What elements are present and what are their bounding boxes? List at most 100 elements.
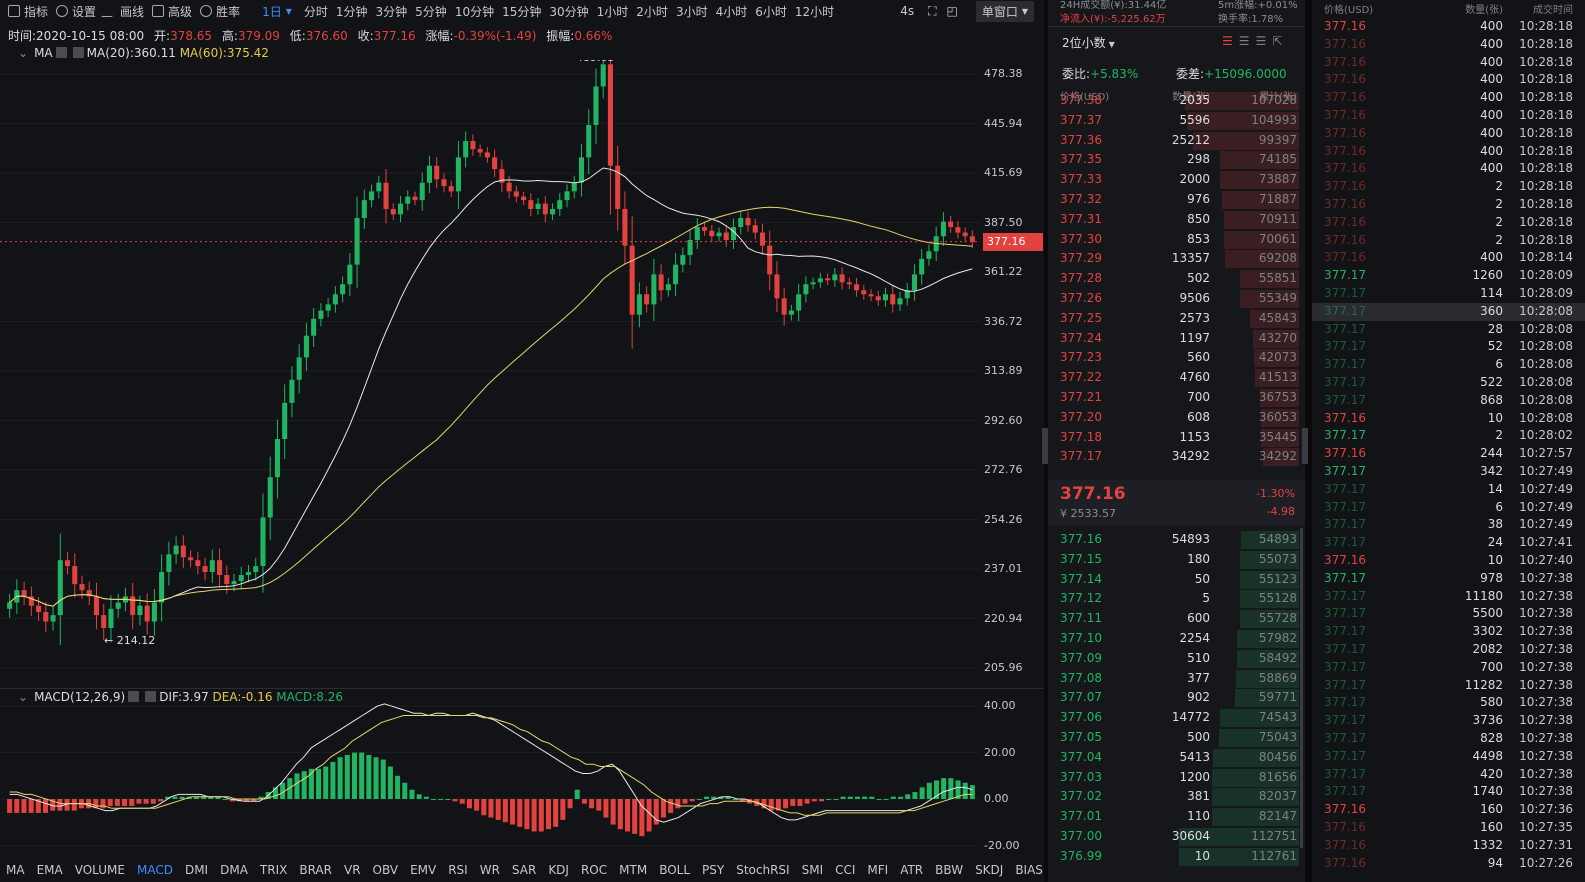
interval-10[interactable]: 4小时 — [715, 4, 748, 19]
interval-dropdown[interactable]: 1日 ▼ — [262, 3, 292, 20]
ask-row[interactable]: 377.22 4760 41513 — [1048, 368, 1305, 388]
bid-row[interactable]: 377.16 54893 54893 — [1048, 530, 1305, 550]
interval-3[interactable]: 5分钟 — [415, 4, 447, 19]
bid-row[interactable]: 377.04 5413 80456 — [1048, 748, 1305, 768]
bid-row[interactable]: 377.14 50 55123 — [1048, 570, 1305, 590]
indicator-tab-dmi[interactable]: DMI — [184, 862, 209, 877]
bid-row[interactable]: 377.15 180 55073 — [1048, 550, 1305, 570]
interval-1[interactable]: 1分钟 — [335, 4, 368, 19]
asks-only-icon[interactable]: ☰ — [1238, 34, 1250, 48]
indicator-tab-psy[interactable]: PSY — [702, 862, 725, 877]
bid-row[interactable]: 377.08 377 58869 — [1048, 669, 1305, 689]
indicator-tab-kdj[interactable]: KDJ — [548, 862, 569, 877]
refresh-rate[interactable]: 4s — [900, 4, 915, 18]
indicator-tab-smi[interactable]: SMI — [801, 862, 824, 877]
settings-icon[interactable] — [55, 47, 67, 58]
bid-row[interactable]: 377.05 500 75043 — [1048, 728, 1305, 748]
indicator-tab-macd[interactable]: MACD — [136, 862, 173, 877]
indicator-tab-boll[interactable]: BOLL — [659, 862, 691, 877]
ask-row[interactable]: 377.24 1197 43270 — [1048, 329, 1305, 349]
indicator-tab-trix[interactable]: TRIX — [259, 862, 288, 877]
bid-row[interactable]: 376.99 10 112761 — [1048, 847, 1305, 867]
interval-5[interactable]: 15分钟 — [502, 4, 542, 19]
ask-row[interactable]: 377.20 608 36053 — [1048, 408, 1305, 428]
close-icon[interactable] — [72, 47, 84, 58]
splitter[interactable] — [1305, 0, 1312, 882]
interval-2[interactable]: 3分钟 — [375, 4, 408, 19]
window-mode-dropdown[interactable]: 单窗口 ▼ — [975, 0, 1034, 22]
chart-panel[interactable]: 指标 设置 画线 高级 胜率 1日 ▼ 分时 1分钟 3分钟 5分钟 10分钟 15分钟 30… — [0, 0, 1044, 882]
book-scrollbar[interactable] — [1300, 528, 1303, 848]
advanced-button[interactable]: 高级 — [152, 3, 192, 20]
ask-row[interactable]: 377.32 976 71887 — [1048, 190, 1305, 210]
indicator-tab-rsi[interactable]: RSI — [448, 862, 468, 877]
ask-row[interactable]: 377.26 9506 55349 — [1048, 289, 1305, 309]
interval-0[interactable]: 分时 — [303, 4, 328, 19]
indicator-tab-wr[interactable]: WR — [479, 862, 500, 877]
interval-8[interactable]: 2小时 — [636, 4, 668, 19]
collapse-icon[interactable]: ⌄ — [18, 690, 29, 704]
indicator-tab-roc[interactable]: ROC — [580, 862, 608, 877]
interval-12[interactable]: 12小时 — [794, 4, 835, 19]
macd-chart[interactable] — [0, 700, 980, 855]
fullscreen-icon[interactable]: ⛶ — [928, 3, 937, 18]
popout-icon[interactable]: ⇱ — [1272, 34, 1283, 48]
indicator-tab-bias[interactable]: BIAS — [1015, 862, 1043, 877]
indicator-tab-ma[interactable]: MA — [6, 862, 25, 877]
bid-row[interactable]: 377.10 2254 57982 — [1048, 629, 1305, 649]
draw-button[interactable]: 画线 — [100, 3, 144, 20]
indicator-tab-vr[interactable]: VR — [343, 862, 361, 877]
ask-row[interactable]: 377.33 2000 73887 — [1048, 170, 1305, 190]
close-icon[interactable] — [145, 691, 157, 702]
bid-row[interactable]: 377.00 30604 112751 — [1048, 827, 1305, 847]
settings-icon[interactable] — [128, 691, 140, 702]
winrate-button[interactable]: 胜率 — [200, 3, 240, 20]
interval-9[interactable]: 3小时 — [675, 4, 708, 19]
ask-row[interactable]: 377.25 2573 45843 — [1048, 309, 1305, 329]
ask-row[interactable]: 377.36 25212 99397 — [1048, 131, 1305, 151]
interval-7[interactable]: 1小时 — [596, 4, 629, 19]
indicator-tab-sar[interactable]: SAR — [511, 862, 537, 877]
ask-row[interactable]: 377.17 34292 34292 — [1048, 447, 1305, 467]
indicator-tab-dma[interactable]: DMA — [220, 862, 248, 877]
screenshot-icon[interactable]: ◰ — [946, 4, 958, 18]
indicator-tab-mtm[interactable]: MTM — [619, 862, 648, 877]
indicator-tab-atr[interactable]: ATR — [900, 862, 924, 877]
candlestick-chart[interactable]: 489.63 → ← 214.12 — [0, 60, 980, 688]
bid-row[interactable]: 377.11 600 55728 — [1048, 609, 1305, 629]
indicator-tab-volume[interactable]: VOLUME — [74, 862, 125, 877]
ask-row[interactable]: 377.38 2035 107028 — [1048, 91, 1305, 111]
collapse-handle[interactable] — [1042, 428, 1048, 464]
ask-row[interactable]: 377.28 502 55851 — [1048, 269, 1305, 289]
bid-row[interactable]: 377.07 902 59771 — [1048, 688, 1305, 708]
bid-row[interactable]: 377.01 110 82147 — [1048, 807, 1305, 827]
ask-row[interactable]: 377.30 853 70061 — [1048, 230, 1305, 250]
interval-4[interactable]: 10分钟 — [454, 4, 495, 19]
pane-divider[interactable] — [0, 688, 1044, 689]
indicator-tab-emv[interactable]: EMV — [410, 862, 437, 877]
bid-row[interactable]: 377.09 510 58492 — [1048, 649, 1305, 669]
ask-row[interactable]: 377.23 560 42073 — [1048, 348, 1305, 368]
indicator-tab-obv[interactable]: OBV — [372, 862, 399, 877]
interval-6[interactable]: 30分钟 — [549, 4, 589, 19]
indicator-tab-bbw[interactable]: BBW — [935, 862, 964, 877]
ask-row[interactable]: 377.35 298 74185 — [1048, 150, 1305, 170]
interval-11[interactable]: 6小时 — [755, 4, 787, 19]
bid-row[interactable]: 377.06 14772 74543 — [1048, 708, 1305, 728]
ask-row[interactable]: 377.31 850 70911 — [1048, 210, 1305, 230]
indicator-tab-mfi[interactable]: MFI — [867, 862, 889, 877]
indicator-tab-skdj[interactable]: SKDJ — [975, 862, 1004, 877]
bids-only-icon[interactable]: ☰ — [1255, 34, 1267, 48]
bid-row[interactable]: 377.12 5 55128 — [1048, 589, 1305, 609]
ask-row[interactable]: 377.29 13357 69208 — [1048, 249, 1305, 269]
bid-row[interactable]: 377.02 381 82037 — [1048, 787, 1305, 807]
precision-dropdown[interactable]: 2位小数 ▼ — [1062, 34, 1115, 51]
indicator-tab-cci[interactable]: CCI — [835, 862, 856, 877]
collapse-icon[interactable]: ⌄ — [18, 46, 29, 60]
indicator-tab-ema[interactable]: EMA — [36, 862, 63, 877]
ask-row[interactable]: 377.21 700 36753 — [1048, 388, 1305, 408]
settings-button[interactable]: 设置 — [56, 3, 96, 20]
ask-row[interactable]: 377.37 5596 104993 — [1048, 111, 1305, 131]
bid-row[interactable]: 377.03 1200 81656 — [1048, 768, 1305, 788]
indicator-tab-stochrsi[interactable]: StochRSI — [736, 862, 790, 877]
